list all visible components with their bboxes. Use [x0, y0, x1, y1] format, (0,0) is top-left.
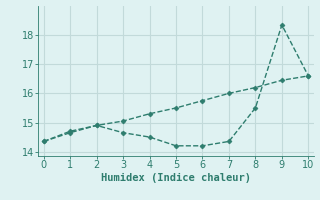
X-axis label: Humidex (Indice chaleur): Humidex (Indice chaleur): [101, 173, 251, 183]
